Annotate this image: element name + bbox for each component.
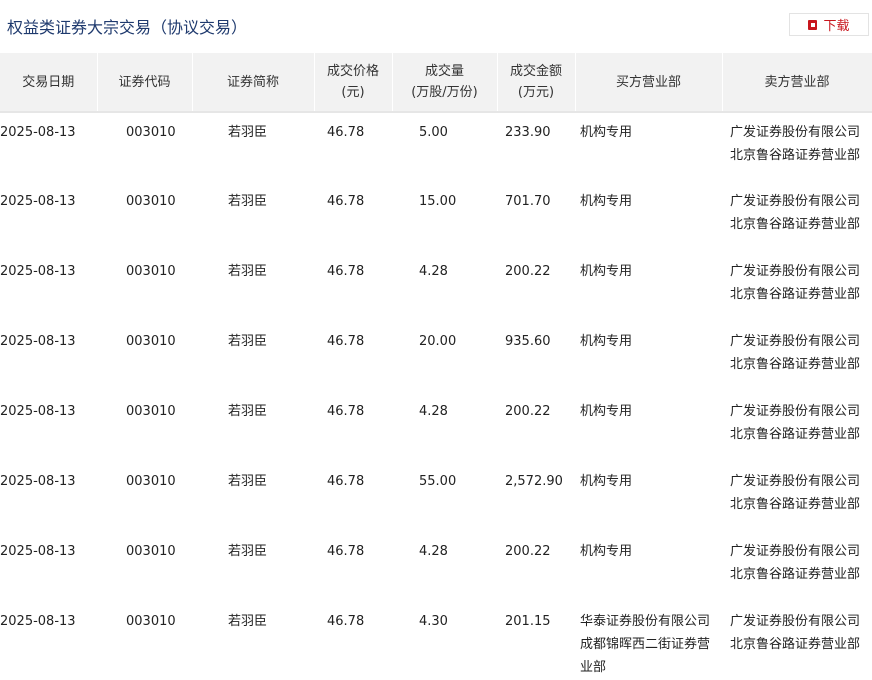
cell-security-code: 003010: [126, 264, 176, 279]
cell-security-name: 若羽臣: [228, 544, 268, 559]
cell-price: 46.78: [327, 334, 365, 349]
cell-buyer-branch: 机构专用: [580, 264, 633, 279]
cell-buyer-branch: 机构专用: [580, 334, 633, 349]
cell-seller-branch: 广发证券股份有限公司北京鲁谷路证券营业部: [730, 404, 861, 442]
cell-price: 46.78: [327, 614, 365, 629]
table-row: 2025-08-13 003010 若羽臣 46.78 4.28 200.22 机构专用 广发…: [0, 392, 872, 462]
cell-trade-date: 2025-08-13: [0, 264, 76, 279]
cell-buyer-branch: 机构专用: [580, 404, 633, 419]
column-header-price: 成交价格 (元): [314, 53, 393, 113]
cell-price: 46.78: [327, 544, 365, 559]
cell-amount: 201.15: [505, 614, 551, 629]
cell-security-name: 若羽臣: [228, 334, 268, 349]
cell-buyer-branch: 机构专用: [580, 474, 633, 489]
cell-price: 46.78: [327, 264, 365, 279]
download-label: 下载: [823, 19, 850, 34]
cell-seller-branch: 广发证券股份有限公司北京鲁谷路证券营业部: [730, 614, 861, 652]
cell-trade-date: 2025-08-13: [0, 334, 76, 349]
table-row: 2025-08-13 003010 若羽臣 46.78 4.28 200.22 机构专用 广发…: [0, 532, 872, 602]
cell-buyer-branch: 机构专用: [580, 544, 633, 559]
header-text: 证券简称: [226, 74, 279, 90]
cell-trade-date: 2025-08-13: [0, 614, 76, 629]
cell-amount: 935.60: [505, 334, 551, 349]
header-text: (万元): [517, 85, 555, 100]
cell-seller-branch: 广发证券股份有限公司北京鲁谷路证券营业部: [730, 544, 861, 582]
cell-buyer-branch: 机构专用: [580, 194, 633, 209]
cell-security-code: 003010: [126, 125, 176, 140]
cell-security-name: 若羽臣: [228, 474, 268, 489]
column-header-security-code: 证券代码: [97, 53, 193, 113]
cell-volume: 20.00: [419, 334, 457, 349]
cell-security-name: 若羽臣: [228, 264, 268, 279]
header-text: (元): [341, 85, 365, 100]
column-header-buyer-branch: 买方营业部: [575, 53, 723, 113]
cell-trade-date: 2025-08-13: [0, 404, 76, 419]
cell-amount: 2,572.90: [505, 474, 563, 489]
cell-buyer-branch: 华泰证券股份有限公司成都锦晖西二街证券营业部: [580, 614, 711, 675]
block-trade-table: 交易日期 证券代码 证券简称 成交价格 (元) 成交量 (万股/万份) 成交金额 (万元) 买方营…: [0, 53, 872, 680]
header-text: 成交金额: [509, 64, 562, 79]
cell-amount: 200.22: [505, 544, 551, 559]
cell-price: 46.78: [327, 404, 365, 419]
table-row: 2025-08-13 003010 若羽臣 46.78 5.00 233.90 机构专用 广发…: [0, 112, 872, 182]
table-row: 2025-08-13 003010 若羽臣 46.78 15.00 701.70 机构专用 广…: [0, 182, 872, 252]
cell-security-name: 若羽臣: [228, 404, 268, 419]
cell-volume: 55.00: [419, 474, 457, 489]
cell-security-name: 若羽臣: [228, 125, 268, 140]
cell-security-code: 003010: [126, 474, 176, 489]
cell-trade-date: 2025-08-13: [0, 544, 76, 559]
cell-trade-date: 2025-08-13: [0, 474, 76, 489]
cell-security-code: 003010: [126, 194, 176, 209]
cell-volume: 4.28: [419, 264, 448, 279]
column-header-amount: 成交金额 (万元): [497, 53, 576, 113]
header-text: 买方营业部: [615, 74, 681, 90]
header-text: 证券代码: [118, 74, 171, 90]
download-button[interactable]: 下载: [789, 13, 869, 36]
file-download-icon: [808, 19, 818, 30]
cell-amount: 233.90: [505, 125, 551, 140]
cell-amount: 701.70: [505, 194, 551, 209]
table-row: 2025-08-13 003010 若羽臣 46.78 55.00 2,572.90 机构专…: [0, 462, 872, 532]
table-row: 2025-08-13 003010 若羽臣 46.78 4.28 200.22 机构专用 广发…: [0, 252, 872, 322]
cell-security-code: 003010: [126, 404, 176, 419]
cell-seller-branch: 广发证券股份有限公司北京鲁谷路证券营业部: [730, 125, 861, 163]
column-header-volume: 成交量 (万股/万份): [392, 53, 498, 113]
header-text: (万股/万份): [411, 85, 478, 100]
cell-buyer-branch: 机构专用: [580, 125, 633, 140]
cell-security-code: 003010: [126, 544, 176, 559]
column-header-trade-date: 交易日期: [0, 53, 98, 113]
cell-seller-branch: 广发证券股份有限公司北京鲁谷路证券营业部: [730, 194, 861, 232]
page-title: 权益类证券大宗交易（协议交易）: [7, 18, 248, 37]
cell-seller-branch: 广发证券股份有限公司北京鲁谷路证券营业部: [730, 264, 861, 302]
cell-security-code: 003010: [126, 614, 176, 629]
cell-volume: 5.00: [419, 125, 448, 140]
cell-price: 46.78: [327, 194, 365, 209]
header-text: 交易日期: [22, 74, 75, 90]
cell-price: 46.78: [327, 125, 365, 140]
table-row: 2025-08-13 003010 若羽臣 46.78 4.30 201.15 华泰证券股份…: [0, 602, 872, 680]
cell-volume: 15.00: [419, 194, 457, 209]
cell-amount: 200.22: [505, 264, 551, 279]
cell-amount: 200.22: [505, 404, 551, 419]
cell-security-name: 若羽臣: [228, 194, 268, 209]
cell-volume: 4.28: [419, 404, 448, 419]
cell-trade-date: 2025-08-13: [0, 125, 76, 140]
cell-trade-date: 2025-08-13: [0, 194, 76, 209]
header-text: 成交量: [424, 64, 464, 79]
cell-volume: 4.30: [419, 614, 448, 629]
header-text: 成交价格: [326, 64, 379, 79]
cell-seller-branch: 广发证券股份有限公司北京鲁谷路证券营业部: [730, 334, 861, 372]
cell-security-name: 若羽臣: [228, 614, 268, 629]
header-text: 卖方营业部: [764, 74, 830, 90]
cell-security-code: 003010: [126, 334, 176, 349]
cell-price: 46.78: [327, 474, 365, 489]
column-header-seller-branch: 卖方营业部: [722, 53, 872, 113]
cell-volume: 4.28: [419, 544, 448, 559]
table-row: 2025-08-13 003010 若羽臣 46.78 20.00 935.60 机构专用 广…: [0, 322, 872, 392]
cell-seller-branch: 广发证券股份有限公司北京鲁谷路证券营业部: [730, 474, 861, 512]
column-header-security-name: 证券简称: [192, 53, 315, 113]
